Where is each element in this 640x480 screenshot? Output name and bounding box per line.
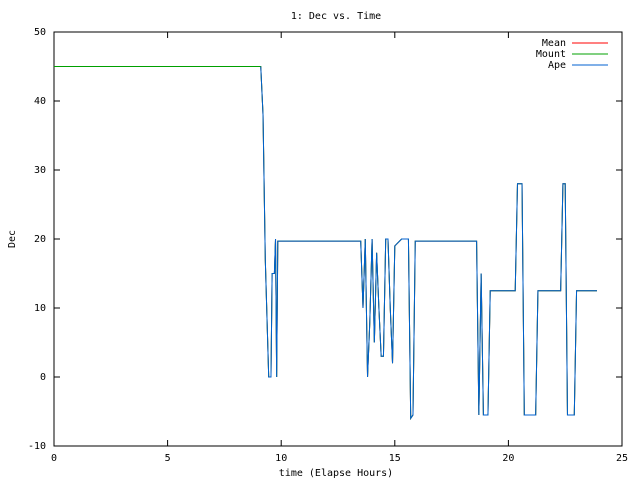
x-tick-label: 25	[616, 453, 628, 464]
legend-label: Ape	[548, 60, 566, 71]
x-tick-label: 10	[275, 453, 287, 464]
y-tick-label: 0	[40, 372, 46, 383]
x-tick-label: 0	[51, 453, 57, 464]
y-tick-label: -10	[28, 441, 46, 452]
legend-label: Mount	[536, 49, 566, 60]
x-axis-label: time (Elapse Hours)	[279, 468, 393, 479]
y-tick-label: 40	[34, 96, 46, 107]
series-line	[260, 66, 598, 421]
y-tick-label: 20	[34, 234, 46, 245]
y-tick-label: 30	[34, 165, 46, 176]
y-tick-label: 10	[34, 303, 46, 314]
legend-label: Mean	[542, 38, 566, 49]
y-tick-label: 50	[34, 27, 46, 38]
x-tick-label: 20	[502, 453, 514, 464]
x-tick-label: 5	[165, 453, 171, 464]
chart-title: 1: Dec vs. Time	[291, 11, 381, 22]
y-axis-label: Dec	[7, 230, 18, 248]
x-tick-label: 15	[389, 453, 401, 464]
